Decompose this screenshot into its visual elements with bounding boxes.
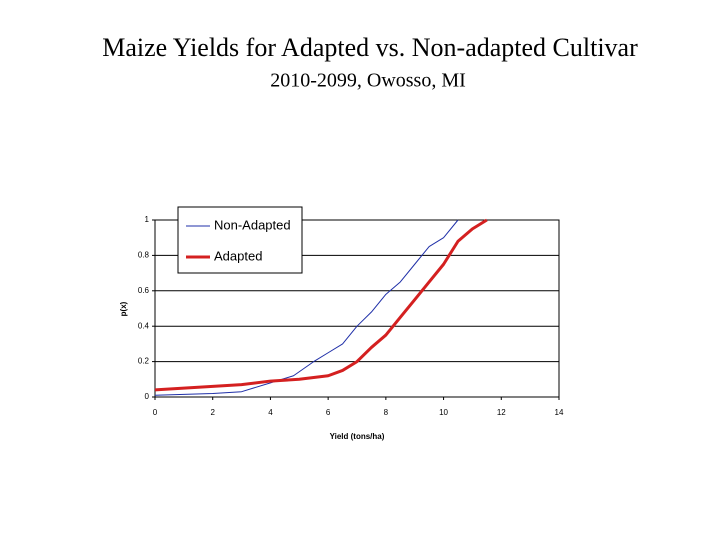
legend-box bbox=[177, 206, 303, 274]
series-line bbox=[154, 219, 459, 396]
x-tick-label: 8 bbox=[384, 408, 389, 417]
x-axis-label: Yield (tons/ha) bbox=[330, 432, 385, 441]
y-tick-label: 0.4 bbox=[138, 321, 150, 330]
y-tick-label: 1 bbox=[145, 215, 150, 224]
x-tick-label: 14 bbox=[555, 408, 564, 417]
x-tick-label: 0 bbox=[153, 408, 158, 417]
y-tick-label: 0.6 bbox=[138, 286, 150, 295]
legend-label: Adapted bbox=[214, 248, 262, 263]
chart-title: Maize Yields for Adapted vs. Non-adapted… bbox=[102, 33, 638, 62]
legend-label: Non-Adapted bbox=[214, 217, 291, 232]
chart-subtitle: 2010-2099, Owosso, MI bbox=[270, 70, 466, 92]
y-tick-label: 0.2 bbox=[138, 357, 150, 366]
series-line bbox=[154, 218, 488, 392]
y-tick-label: 0.8 bbox=[138, 251, 150, 260]
x-tick-label: 2 bbox=[210, 408, 215, 417]
x-tick-label: 12 bbox=[497, 408, 506, 417]
y-axis-label: p(x) bbox=[119, 301, 128, 316]
x-tick-label: 10 bbox=[439, 408, 448, 417]
x-tick-label: 4 bbox=[268, 408, 273, 417]
x-tick-label: 6 bbox=[326, 408, 331, 417]
y-tick-label: 0 bbox=[145, 392, 150, 401]
